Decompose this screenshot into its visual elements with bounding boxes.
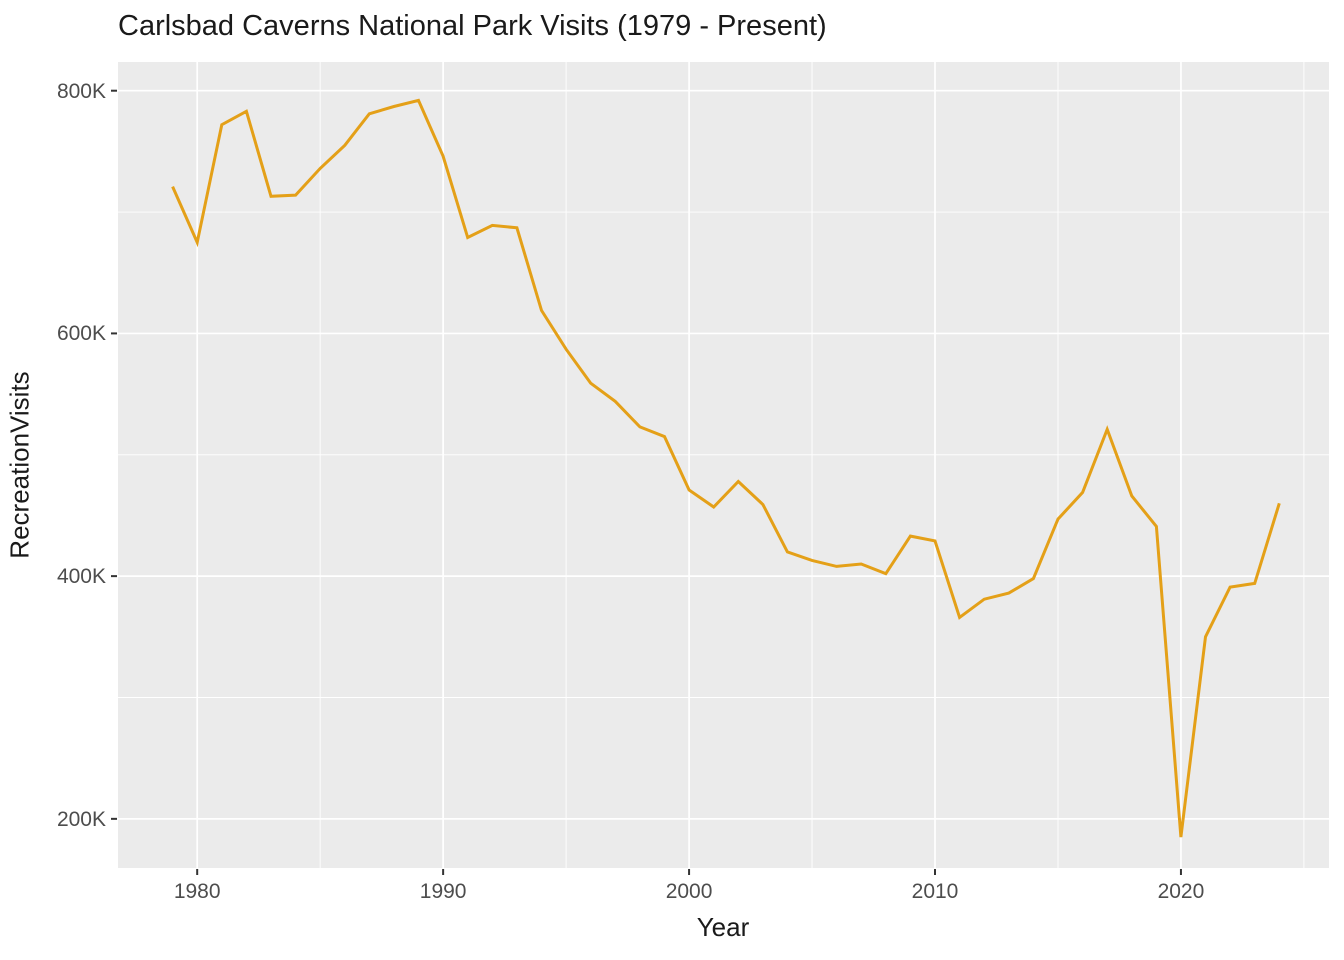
y-tick-label-400k: 400K (56, 565, 106, 589)
x-axis-title: Year (696, 912, 750, 942)
x-tick-label-2000: 2000 (665, 880, 713, 903)
y-tick-label-200k: 200K (56, 807, 106, 831)
x-tick-label-1980: 1980 (173, 880, 221, 903)
x-tick-label-1990: 1990 (419, 880, 467, 903)
chart-title: Carlsbad Caverns National Park Visits (1… (118, 10, 827, 42)
data-line-recreation-visits (171, 98, 1281, 838)
y-tick-label-800k: 800K (56, 79, 106, 103)
panel-background (118, 62, 1329, 868)
x-tick-label-2010: 2010 (911, 880, 959, 903)
x-tick-label-2020: 2020 (1157, 880, 1205, 903)
y-tick-label-600k: 600K (56, 322, 106, 346)
y-axis-title: RecreationVisits (4, 371, 35, 559)
